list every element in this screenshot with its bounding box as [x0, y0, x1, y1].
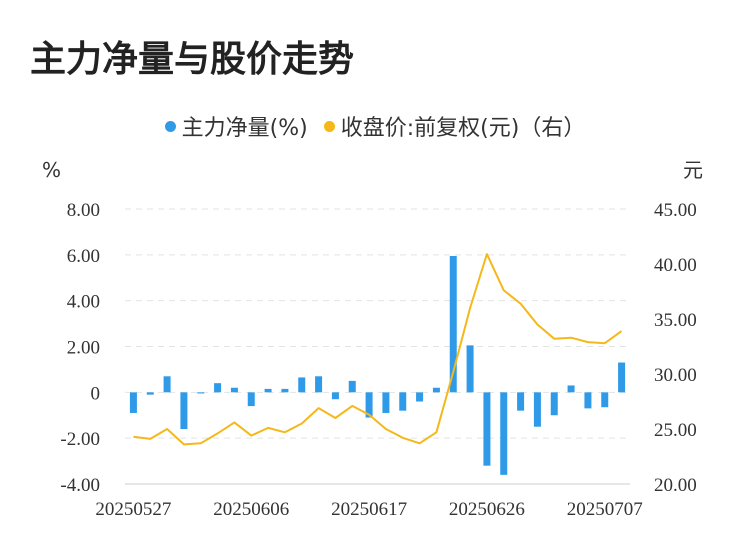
bar-main-net-volume [230, 387, 238, 393]
bar-main-net-volume [298, 377, 306, 393]
x-tick-label: 20250707 [567, 499, 643, 520]
bar-main-net-volume [550, 392, 558, 416]
bar-main-net-volume [315, 376, 323, 393]
bar-main-net-volume [567, 385, 575, 393]
bar-main-net-volume [214, 383, 222, 393]
bar-main-net-volume [416, 392, 424, 402]
left-y-tick-label: 2.00 [67, 338, 100, 359]
bar-main-net-volume [348, 380, 356, 393]
left-y-tick-label: 0 [91, 383, 101, 404]
legend-label-main-net-volume: 主力净量(%) [181, 116, 308, 141]
bar-main-net-volume [533, 392, 541, 427]
bar-main-net-volume [483, 392, 491, 466]
bar-main-net-volume [382, 392, 390, 413]
bar-main-net-volume [163, 376, 171, 393]
bar-main-net-volume [281, 388, 289, 393]
bar-main-net-volume [399, 392, 407, 411]
right-axis-unit: 元 [683, 158, 703, 182]
left-y-tick-label: 6.00 [67, 246, 100, 267]
bar-main-net-volume [449, 255, 457, 393]
bar-main-net-volume [584, 392, 592, 409]
bar-main-net-volume [264, 388, 272, 393]
legend-item-close-price[interactable]: 收盘价:前复权(元)（右） [323, 110, 586, 142]
x-tick-label: 20250617 [331, 499, 407, 520]
right-y-tick-label: 35.00 [654, 310, 697, 331]
bar-main-net-volume [432, 387, 440, 393]
right-y-tick-label: 25.00 [654, 420, 697, 441]
x-tick-label: 20250527 [95, 499, 171, 520]
x-tick-label: 20250626 [449, 499, 525, 520]
right-y-tick-label: 40.00 [654, 255, 697, 276]
bar-main-net-volume [180, 392, 188, 429]
left-y-tick-label: 4.00 [67, 292, 100, 313]
right-y-tick-label: 45.00 [654, 200, 697, 221]
bar-main-net-volume [500, 392, 508, 475]
right-y-tick-label: 30.00 [654, 365, 697, 386]
bar-main-net-volume [601, 392, 609, 408]
bar-main-net-volume [517, 392, 525, 411]
bar-main-net-volume [247, 392, 255, 407]
left-axis-unit: % [42, 158, 61, 182]
left-y-tick-label: -4.00 [60, 475, 100, 496]
left-y-tick-label: 8.00 [67, 200, 100, 221]
legend-label-close-price: 收盘价:前复权(元)（右） [340, 116, 586, 141]
bar-main-net-volume [146, 392, 154, 395]
bar-main-net-volume [129, 392, 137, 413]
line-close-price [133, 253, 623, 446]
bar-main-net-volume [618, 362, 626, 393]
legend-item-main-net-volume[interactable]: 主力净量(%) [164, 110, 308, 142]
bar-main-net-volume [197, 392, 205, 394]
chart-title: 主力净量与股价走势 [30, 39, 355, 80]
bar-main-net-volume [466, 345, 474, 393]
bar-main-net-volume [331, 392, 339, 400]
x-tick-label: 20250606 [213, 499, 289, 520]
right-y-tick-label: 20.00 [654, 475, 697, 496]
legend-dot-yellow-icon [323, 120, 335, 132]
bar-main-net-volume [365, 392, 373, 418]
legend-dot-blue-icon [164, 120, 176, 132]
chart-legend: 主力净量(%) 收盘价:前复权(元)（右） [0, 110, 750, 142]
left-y-tick-label: -2.00 [60, 429, 100, 450]
